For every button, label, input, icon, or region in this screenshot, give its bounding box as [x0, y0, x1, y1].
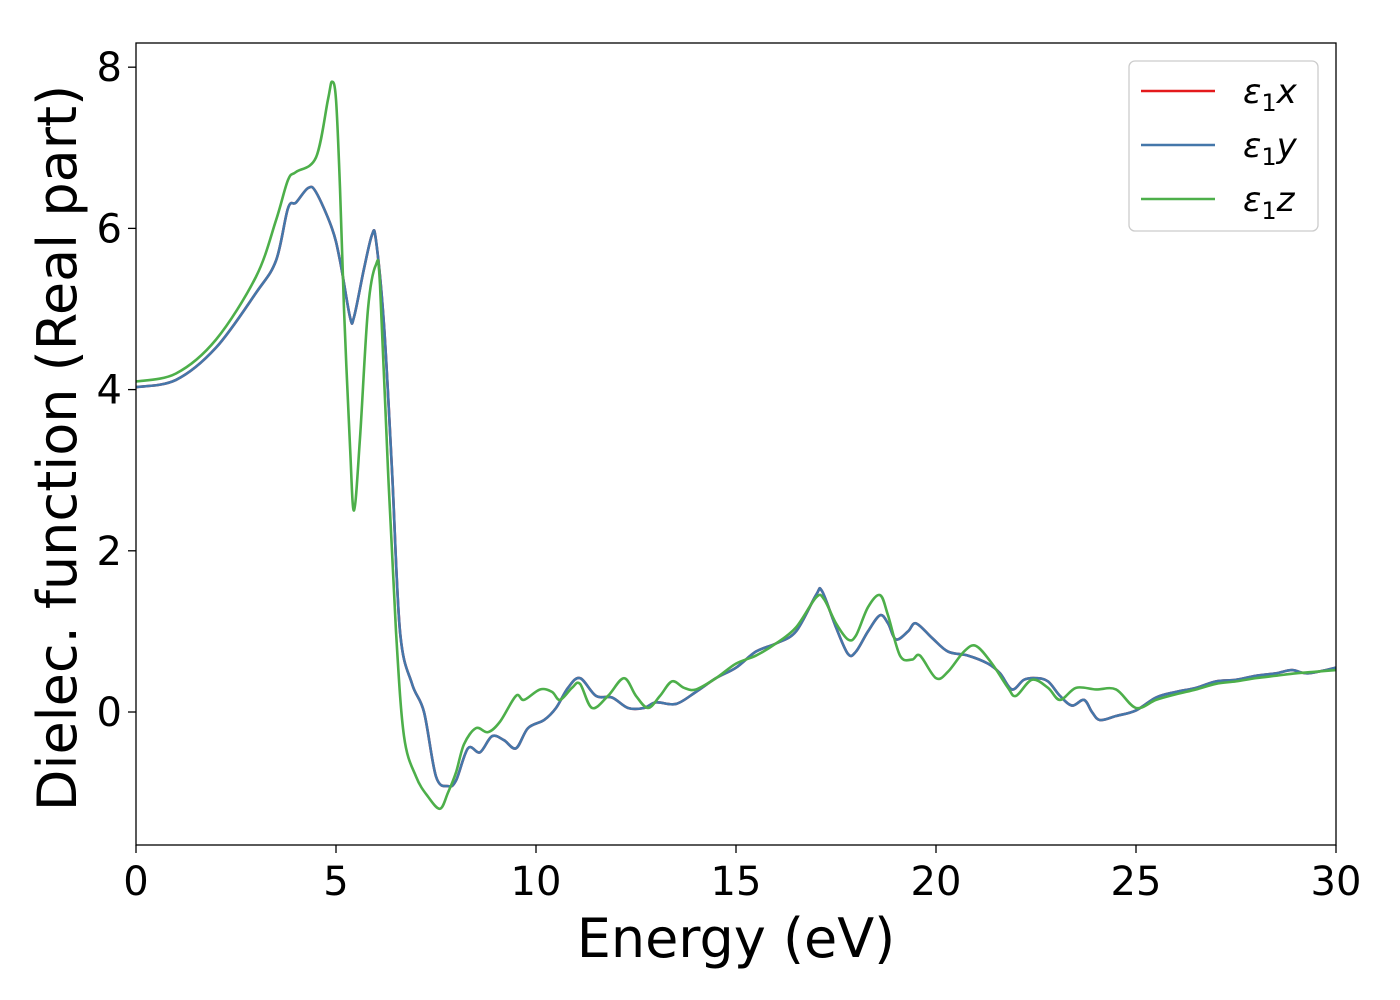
y-tick-label: 2	[97, 529, 122, 575]
x-tick-label: 20	[911, 859, 962, 905]
y-axis-title: Dielec. function (Real part)	[26, 85, 89, 811]
series-line-z	[136, 80, 1336, 811]
y-tick-label: 0	[97, 690, 122, 736]
legend-label-x: ε1x	[1243, 72, 1298, 117]
x-tick-label: 25	[1111, 859, 1162, 905]
y-tick-label: 6	[97, 206, 122, 252]
y-tick-label: 4	[97, 368, 122, 414]
legend-box	[1128, 60, 1319, 232]
y-tick-label: 8	[97, 45, 122, 91]
legend-label-z: ε1z	[1243, 180, 1296, 225]
x-tick-label: 10	[511, 859, 562, 905]
legend-label-y: ε1y	[1243, 126, 1298, 171]
plot-area	[136, 80, 1336, 811]
x-axis-title: Energy (eV)	[577, 907, 896, 970]
x-tick-label: 0	[123, 859, 148, 905]
x-tick-label: 5	[323, 859, 348, 905]
x-tick-label: 30	[1311, 859, 1362, 905]
x-tick-label: 15	[711, 859, 762, 905]
series-line-y	[136, 185, 1336, 788]
y-axis: 0 2 4 6 8	[97, 45, 136, 736]
legend: ε1x ε1y ε1z	[1128, 60, 1319, 232]
x-axis: 0 5 10 15 20 25 30	[123, 845, 1361, 905]
